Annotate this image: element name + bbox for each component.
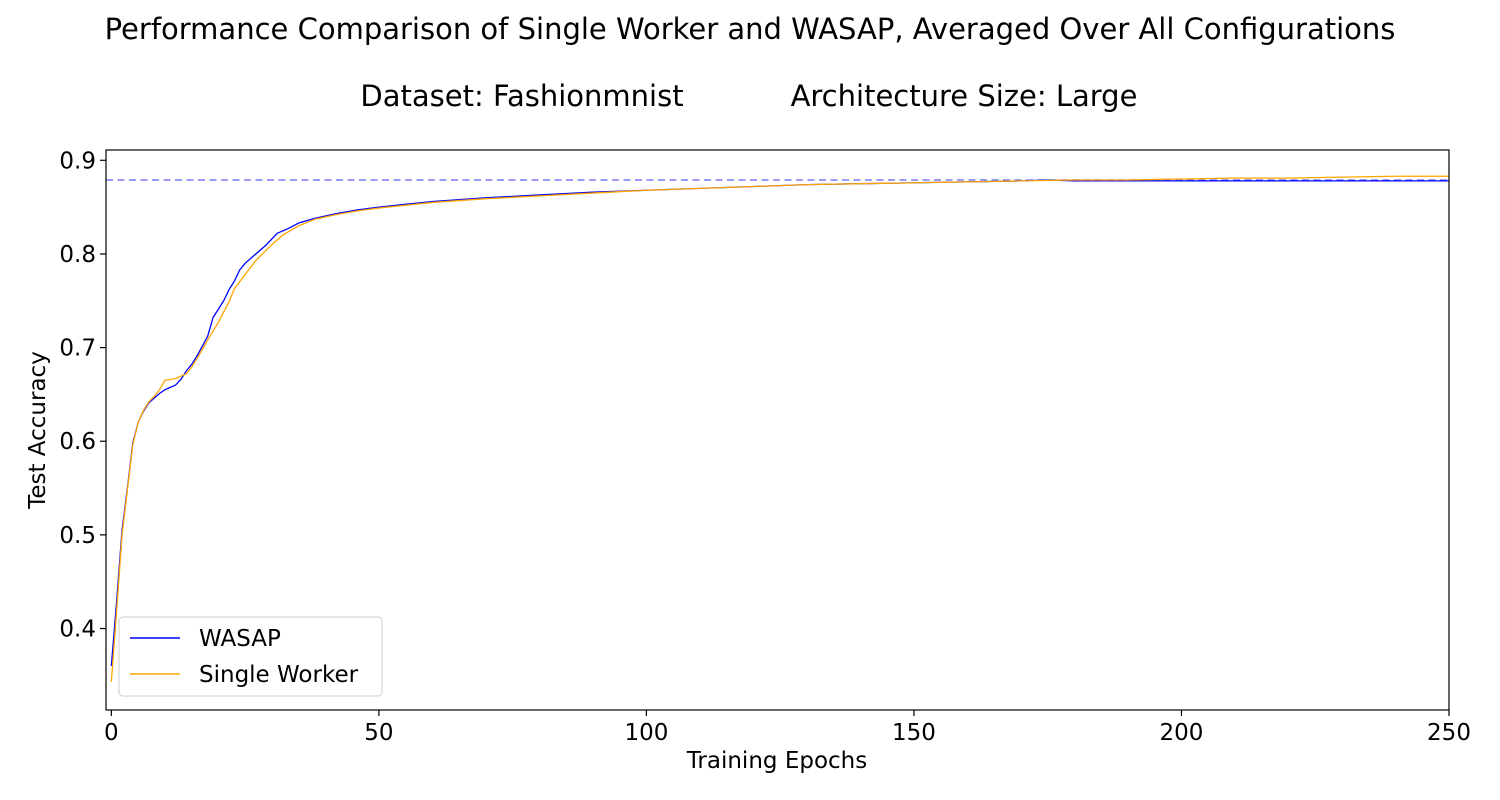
chart-title: Performance Comparison of Single Worker … bbox=[105, 12, 1396, 46]
series-line-single-worker bbox=[110, 175, 1449, 682]
y-axis: 0.4 0.5 0.6 0.7 0.8 0.9 bbox=[59, 148, 106, 643]
y-axis-label: Test Accuracy bbox=[25, 351, 51, 510]
x-tick-label: 0 bbox=[104, 720, 119, 746]
y-tick-label: 0.7 bbox=[59, 336, 96, 362]
y-tick-label: 0.8 bbox=[59, 242, 96, 268]
legend-box bbox=[118, 616, 383, 697]
x-axis-label: Training Epochs bbox=[686, 748, 867, 774]
x-tick-label: 200 bbox=[1160, 720, 1204, 746]
plot-area bbox=[106, 175, 1449, 682]
legend-label-wasap: WASAP bbox=[199, 626, 281, 652]
series-line-wasap bbox=[110, 179, 1449, 667]
plot-frame bbox=[105, 149, 1450, 711]
y-tick-label: 0.6 bbox=[59, 429, 96, 455]
legend: WASAP Single Worker bbox=[118, 616, 383, 697]
y-tick-label: 0.5 bbox=[59, 523, 96, 549]
chart-subtitle-architecture: Architecture Size: Large bbox=[791, 79, 1138, 113]
y-tick-label: 0.9 bbox=[59, 148, 96, 174]
y-tick-label: 0.4 bbox=[59, 617, 96, 643]
chart-subtitle-dataset: Dataset: Fashionmnist bbox=[360, 79, 683, 113]
legend-label-single-worker: Single Worker bbox=[199, 662, 359, 688]
x-tick-label: 100 bbox=[624, 720, 668, 746]
x-tick-label: 250 bbox=[1427, 720, 1471, 746]
x-tick-label: 150 bbox=[892, 720, 936, 746]
x-axis: 0 50 100 150 200 250 bbox=[104, 710, 1471, 746]
x-tick-label: 50 bbox=[364, 720, 393, 746]
